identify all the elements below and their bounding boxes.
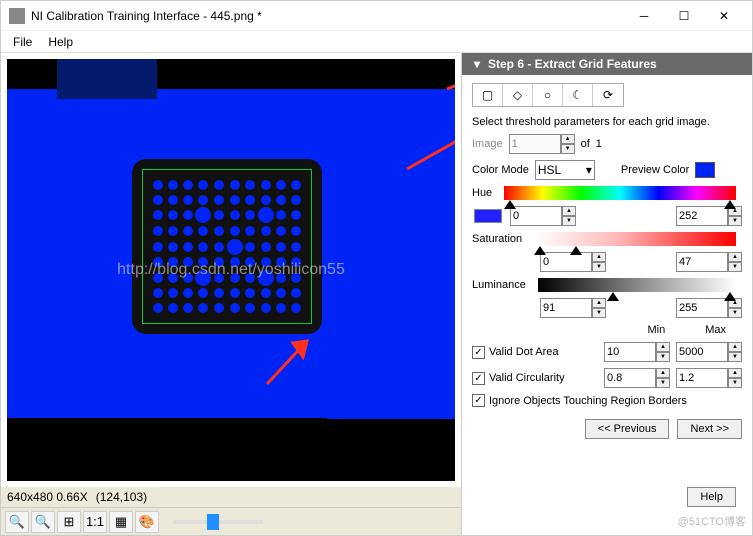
dot-max-input[interactable]	[676, 342, 728, 362]
hue-preview-icon	[474, 209, 502, 223]
color-mode-label: Color Mode	[472, 164, 529, 176]
maximize-button[interactable]: ☐	[664, 1, 704, 31]
panel-title: Step 6 - Extract Grid Features	[488, 57, 657, 71]
zoom-in-button[interactable]: 🔍	[5, 511, 29, 533]
hue-min-spin[interactable]: ▲▼	[562, 206, 576, 226]
status-bar: 640x480 0.66X (124,103)	[1, 487, 461, 507]
dot-grid	[150, 177, 304, 316]
lum-min-spin[interactable]: ▲▼	[592, 298, 606, 318]
max-label: Max	[705, 324, 726, 336]
menubar: File Help	[1, 31, 752, 53]
shape-circle[interactable]: ○	[533, 84, 563, 106]
window-title: NI Calibration Training Interface - 445.…	[31, 9, 624, 23]
lum-slider[interactable]	[538, 278, 736, 292]
collapse-icon: ▾	[470, 57, 484, 71]
menu-help[interactable]: Help	[40, 33, 81, 51]
sat-min-spin[interactable]: ▲▼	[592, 252, 606, 272]
shape-dots[interactable]: ⟳	[593, 84, 623, 106]
close-button[interactable]: ✕	[704, 1, 744, 31]
titlebar: NI Calibration Training Interface - 445.…	[1, 1, 752, 31]
circ-max-input[interactable]	[676, 368, 728, 388]
shape-square[interactable]: ▢	[473, 84, 503, 106]
dot-min-input[interactable]	[604, 342, 656, 362]
lum-min-input[interactable]	[540, 298, 592, 318]
zoom-toolbar: 🔍 🔍 ⊞ 1:1 ▦ 🎨	[1, 507, 461, 535]
image-index-input[interactable]	[509, 134, 561, 154]
sat-max-spin[interactable]: ▲▼	[728, 252, 742, 272]
palette-button[interactable]: 🎨	[135, 511, 159, 533]
shape-selector: ▢ ◇ ○ ☾ ⟳	[472, 83, 624, 107]
sat-min-input[interactable]	[540, 252, 592, 272]
zoom-11-button[interactable]: 1:1	[83, 511, 107, 533]
minimize-button[interactable]: ─	[624, 1, 664, 31]
hue-label: Hue	[472, 187, 492, 199]
app-icon	[9, 8, 25, 24]
status-dim: 640x480 0.66X	[7, 490, 88, 504]
hue-min-input[interactable]	[510, 206, 562, 226]
lum-max-spin[interactable]: ▲▼	[728, 298, 742, 318]
of-label: of	[581, 138, 590, 150]
previous-button[interactable]: << Previous	[585, 419, 670, 439]
zoom-slider[interactable]	[173, 520, 263, 524]
calibration-grid	[132, 159, 322, 334]
shape-crescent[interactable]: ☾	[563, 84, 593, 106]
next-button[interactable]: Next >>	[677, 419, 742, 439]
zoom-out-button[interactable]: 🔍	[31, 511, 55, 533]
preview-color-label: Preview Color	[621, 164, 689, 176]
valid-dot-area-check[interactable]: ✓Valid Dot Area	[472, 346, 559, 359]
hue-max-input[interactable]	[676, 206, 728, 226]
shape-diamond[interactable]: ◇	[503, 84, 533, 106]
menu-file[interactable]: File	[5, 33, 40, 51]
hue-slider[interactable]	[504, 186, 736, 200]
valid-circularity-check[interactable]: ✓Valid Circularity	[472, 372, 565, 385]
sat-max-input[interactable]	[676, 252, 728, 272]
image-total: 1	[596, 138, 602, 150]
help-button[interactable]: Help	[687, 487, 736, 507]
panel-header[interactable]: ▾ Step 6 - Extract Grid Features	[462, 53, 752, 75]
watermark-corner: @51CTO博客	[678, 513, 746, 529]
min-label: Min	[647, 324, 665, 336]
watermark: http://blog.csdn.net/yoshilicon55	[117, 261, 345, 279]
left-pane: http://blog.csdn.net/yoshilicon55 640x48…	[1, 53, 461, 535]
ignore-border-check[interactable]: ✓Ignore Objects Touching Region Borders	[472, 394, 687, 407]
image-preview[interactable]: http://blog.csdn.net/yoshilicon55	[7, 59, 455, 481]
status-coords: (124,103)	[96, 490, 147, 504]
instruction-text: Select threshold parameters for each gri…	[472, 116, 710, 128]
lum-max-input[interactable]	[676, 298, 728, 318]
color-mode-select[interactable]: HSL▾	[535, 160, 595, 180]
image-index-spin[interactable]: ▲▼	[561, 134, 575, 154]
sat-slider[interactable]	[534, 232, 736, 246]
circ-min-input[interactable]	[604, 368, 656, 388]
zoom-roi-button[interactable]: ▦	[109, 511, 133, 533]
lum-label: Luminance	[472, 279, 526, 291]
preview-color-swatch[interactable]	[695, 162, 715, 178]
settings-panel: ▾ Step 6 - Extract Grid Features ▢ ◇ ○ ☾…	[461, 53, 752, 535]
image-label: Image	[472, 138, 503, 150]
hue-max-spin[interactable]: ▲▼	[728, 206, 742, 226]
sat-label: Saturation	[472, 233, 522, 245]
zoom-fit-button[interactable]: ⊞	[57, 511, 81, 533]
